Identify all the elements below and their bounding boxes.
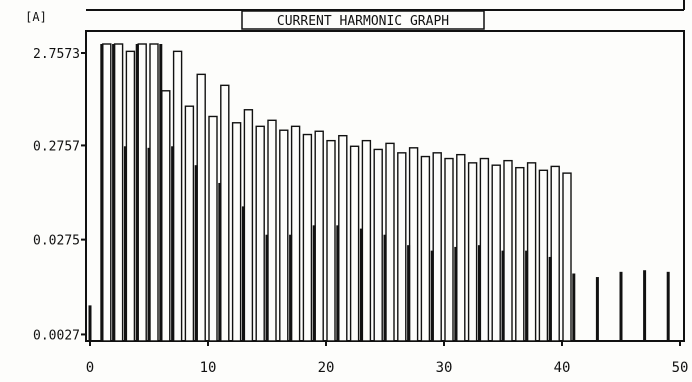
outline-bar — [290, 125, 301, 342]
solid-bar — [407, 245, 411, 341]
y-axis-unit-label: [A] — [25, 10, 47, 24]
solid-bar — [666, 271, 670, 341]
y-tick-label: 0.0027 — [33, 328, 80, 343]
outline-bar — [161, 90, 171, 342]
solid-bar — [454, 246, 458, 341]
y-tick-label: 0.2757 — [33, 139, 80, 154]
outline-bar — [172, 50, 183, 342]
outline-bar — [326, 139, 336, 342]
solid-bar — [619, 271, 623, 341]
outline-bar — [456, 153, 466, 342]
solid-bar — [525, 250, 529, 341]
outline-bar — [255, 125, 265, 342]
x-axis-ticks: 0 10 20 30 40 50 — [86, 341, 689, 376]
solid-bar — [572, 273, 576, 341]
x-tick-label: 0 — [86, 360, 94, 376]
outline-bar — [444, 157, 454, 342]
x-tick-label: 50 — [672, 360, 689, 376]
x-tick-label: 20 — [318, 360, 335, 376]
outline-bar — [479, 157, 490, 342]
outline-bar — [373, 148, 383, 342]
outline-bar — [361, 139, 372, 342]
x-tick-label: 40 — [554, 360, 571, 376]
outline-bar — [550, 165, 560, 342]
solid-bar — [100, 44, 104, 341]
solid-bar — [312, 225, 316, 341]
outline-bar — [562, 172, 572, 342]
chart-title-box — [241, 10, 485, 30]
solid-bar — [241, 206, 245, 341]
outline-bar — [503, 159, 513, 342]
outline-bar — [420, 155, 431, 342]
solid-bar — [477, 245, 481, 341]
outline-bar — [349, 145, 360, 342]
chart-title: CURRENT HARMONIC GRAPH — [277, 14, 449, 29]
y-axis-ticks: 2.7573 0.2757 0.0275 0.0027 — [33, 47, 86, 343]
outline-bar — [538, 169, 549, 342]
solid-bar — [359, 228, 363, 341]
outline-bar — [243, 109, 254, 342]
outline-bar — [338, 134, 348, 342]
solid-bar — [218, 182, 222, 341]
outline-bar — [397, 152, 407, 342]
y-tick-label: 0.0275 — [33, 234, 80, 249]
outline-bar — [125, 50, 136, 342]
solid-bar — [112, 44, 116, 341]
outline-bar — [408, 147, 419, 342]
outline-bar — [432, 152, 442, 342]
outline-bar — [467, 162, 478, 342]
outline-bar — [102, 43, 112, 342]
outline-bar — [385, 142, 395, 342]
outline-bar — [208, 115, 218, 342]
x-tick-label: 30 — [436, 360, 453, 376]
outline-bar — [515, 166, 525, 342]
solid-bar — [595, 277, 599, 341]
solid-bar — [135, 44, 139, 341]
outline-bar — [149, 43, 159, 342]
solid-bar — [289, 234, 293, 341]
solid-bar — [336, 225, 340, 341]
outline-bar — [137, 43, 147, 342]
outline-bar — [196, 73, 206, 342]
solid-bar — [147, 147, 151, 341]
outline-bar — [220, 84, 230, 342]
solid-bar — [383, 234, 387, 341]
solid-bar — [194, 165, 198, 341]
solid-bar — [548, 256, 552, 341]
outline-bar — [231, 122, 242, 342]
outline-bar — [267, 119, 277, 342]
x-tick-label: 10 — [200, 360, 217, 376]
solid-bar — [643, 270, 647, 341]
solid-bar — [265, 234, 269, 341]
outline-bar — [491, 164, 501, 342]
outline-bar — [113, 43, 124, 342]
outline-bar — [526, 162, 537, 342]
outline-bar — [184, 105, 195, 342]
solid-bar — [501, 250, 505, 341]
solid-bar — [430, 250, 434, 341]
solid-bar — [159, 44, 163, 341]
solid-bar — [171, 146, 175, 341]
outline-bar — [314, 130, 324, 342]
solid-bar — [88, 305, 92, 341]
outline-bar — [302, 133, 313, 342]
outline-bar — [279, 129, 289, 342]
solid-bar — [123, 146, 127, 341]
bars-group — [88, 43, 670, 342]
y-tick-label: 2.7573 — [33, 47, 80, 62]
